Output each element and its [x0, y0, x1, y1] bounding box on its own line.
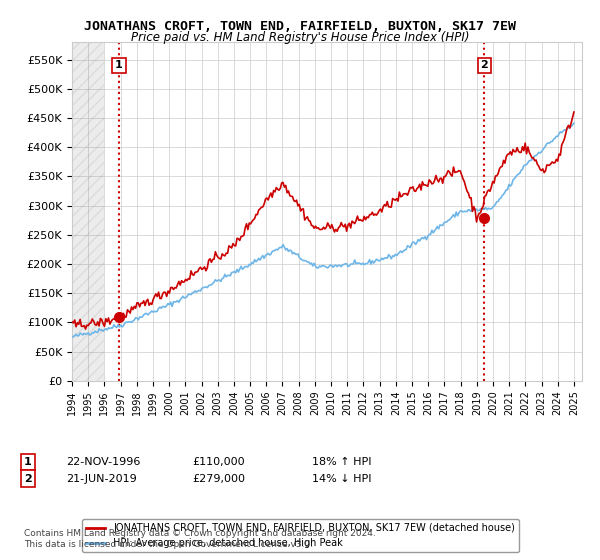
- Text: 2: 2: [481, 60, 488, 71]
- Text: 1: 1: [115, 60, 123, 71]
- Text: 1: 1: [24, 457, 32, 467]
- Text: £110,000: £110,000: [192, 457, 245, 467]
- Legend: JONATHANS CROFT, TOWN END, FAIRFIELD, BUXTON, SK17 7EW (detached house), HPI: Av: JONATHANS CROFT, TOWN END, FAIRFIELD, BU…: [82, 520, 519, 552]
- Text: 21-JUN-2019: 21-JUN-2019: [66, 474, 137, 484]
- Text: 22-NOV-1996: 22-NOV-1996: [66, 457, 140, 467]
- Text: JONATHANS CROFT, TOWN END, FAIRFIELD, BUXTON, SK17 7EW: JONATHANS CROFT, TOWN END, FAIRFIELD, BU…: [84, 20, 516, 32]
- Text: 18% ↑ HPI: 18% ↑ HPI: [312, 457, 371, 467]
- Bar: [72, 42, 104, 381]
- Text: 14% ↓ HPI: 14% ↓ HPI: [312, 474, 371, 484]
- Text: Price paid vs. HM Land Registry's House Price Index (HPI): Price paid vs. HM Land Registry's House …: [131, 31, 469, 44]
- Text: Contains HM Land Registry data © Crown copyright and database right 2024.
This d: Contains HM Land Registry data © Crown c…: [24, 529, 376, 549]
- Text: 2: 2: [24, 474, 32, 484]
- Text: £279,000: £279,000: [192, 474, 245, 484]
